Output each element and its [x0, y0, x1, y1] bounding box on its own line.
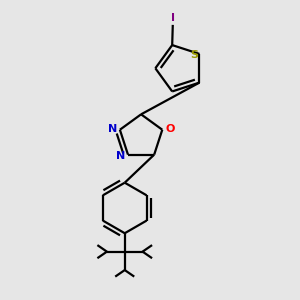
Text: S: S — [190, 50, 198, 60]
Text: N: N — [108, 124, 117, 134]
Text: I: I — [171, 13, 175, 23]
Text: O: O — [165, 124, 174, 134]
Text: N: N — [116, 151, 125, 161]
